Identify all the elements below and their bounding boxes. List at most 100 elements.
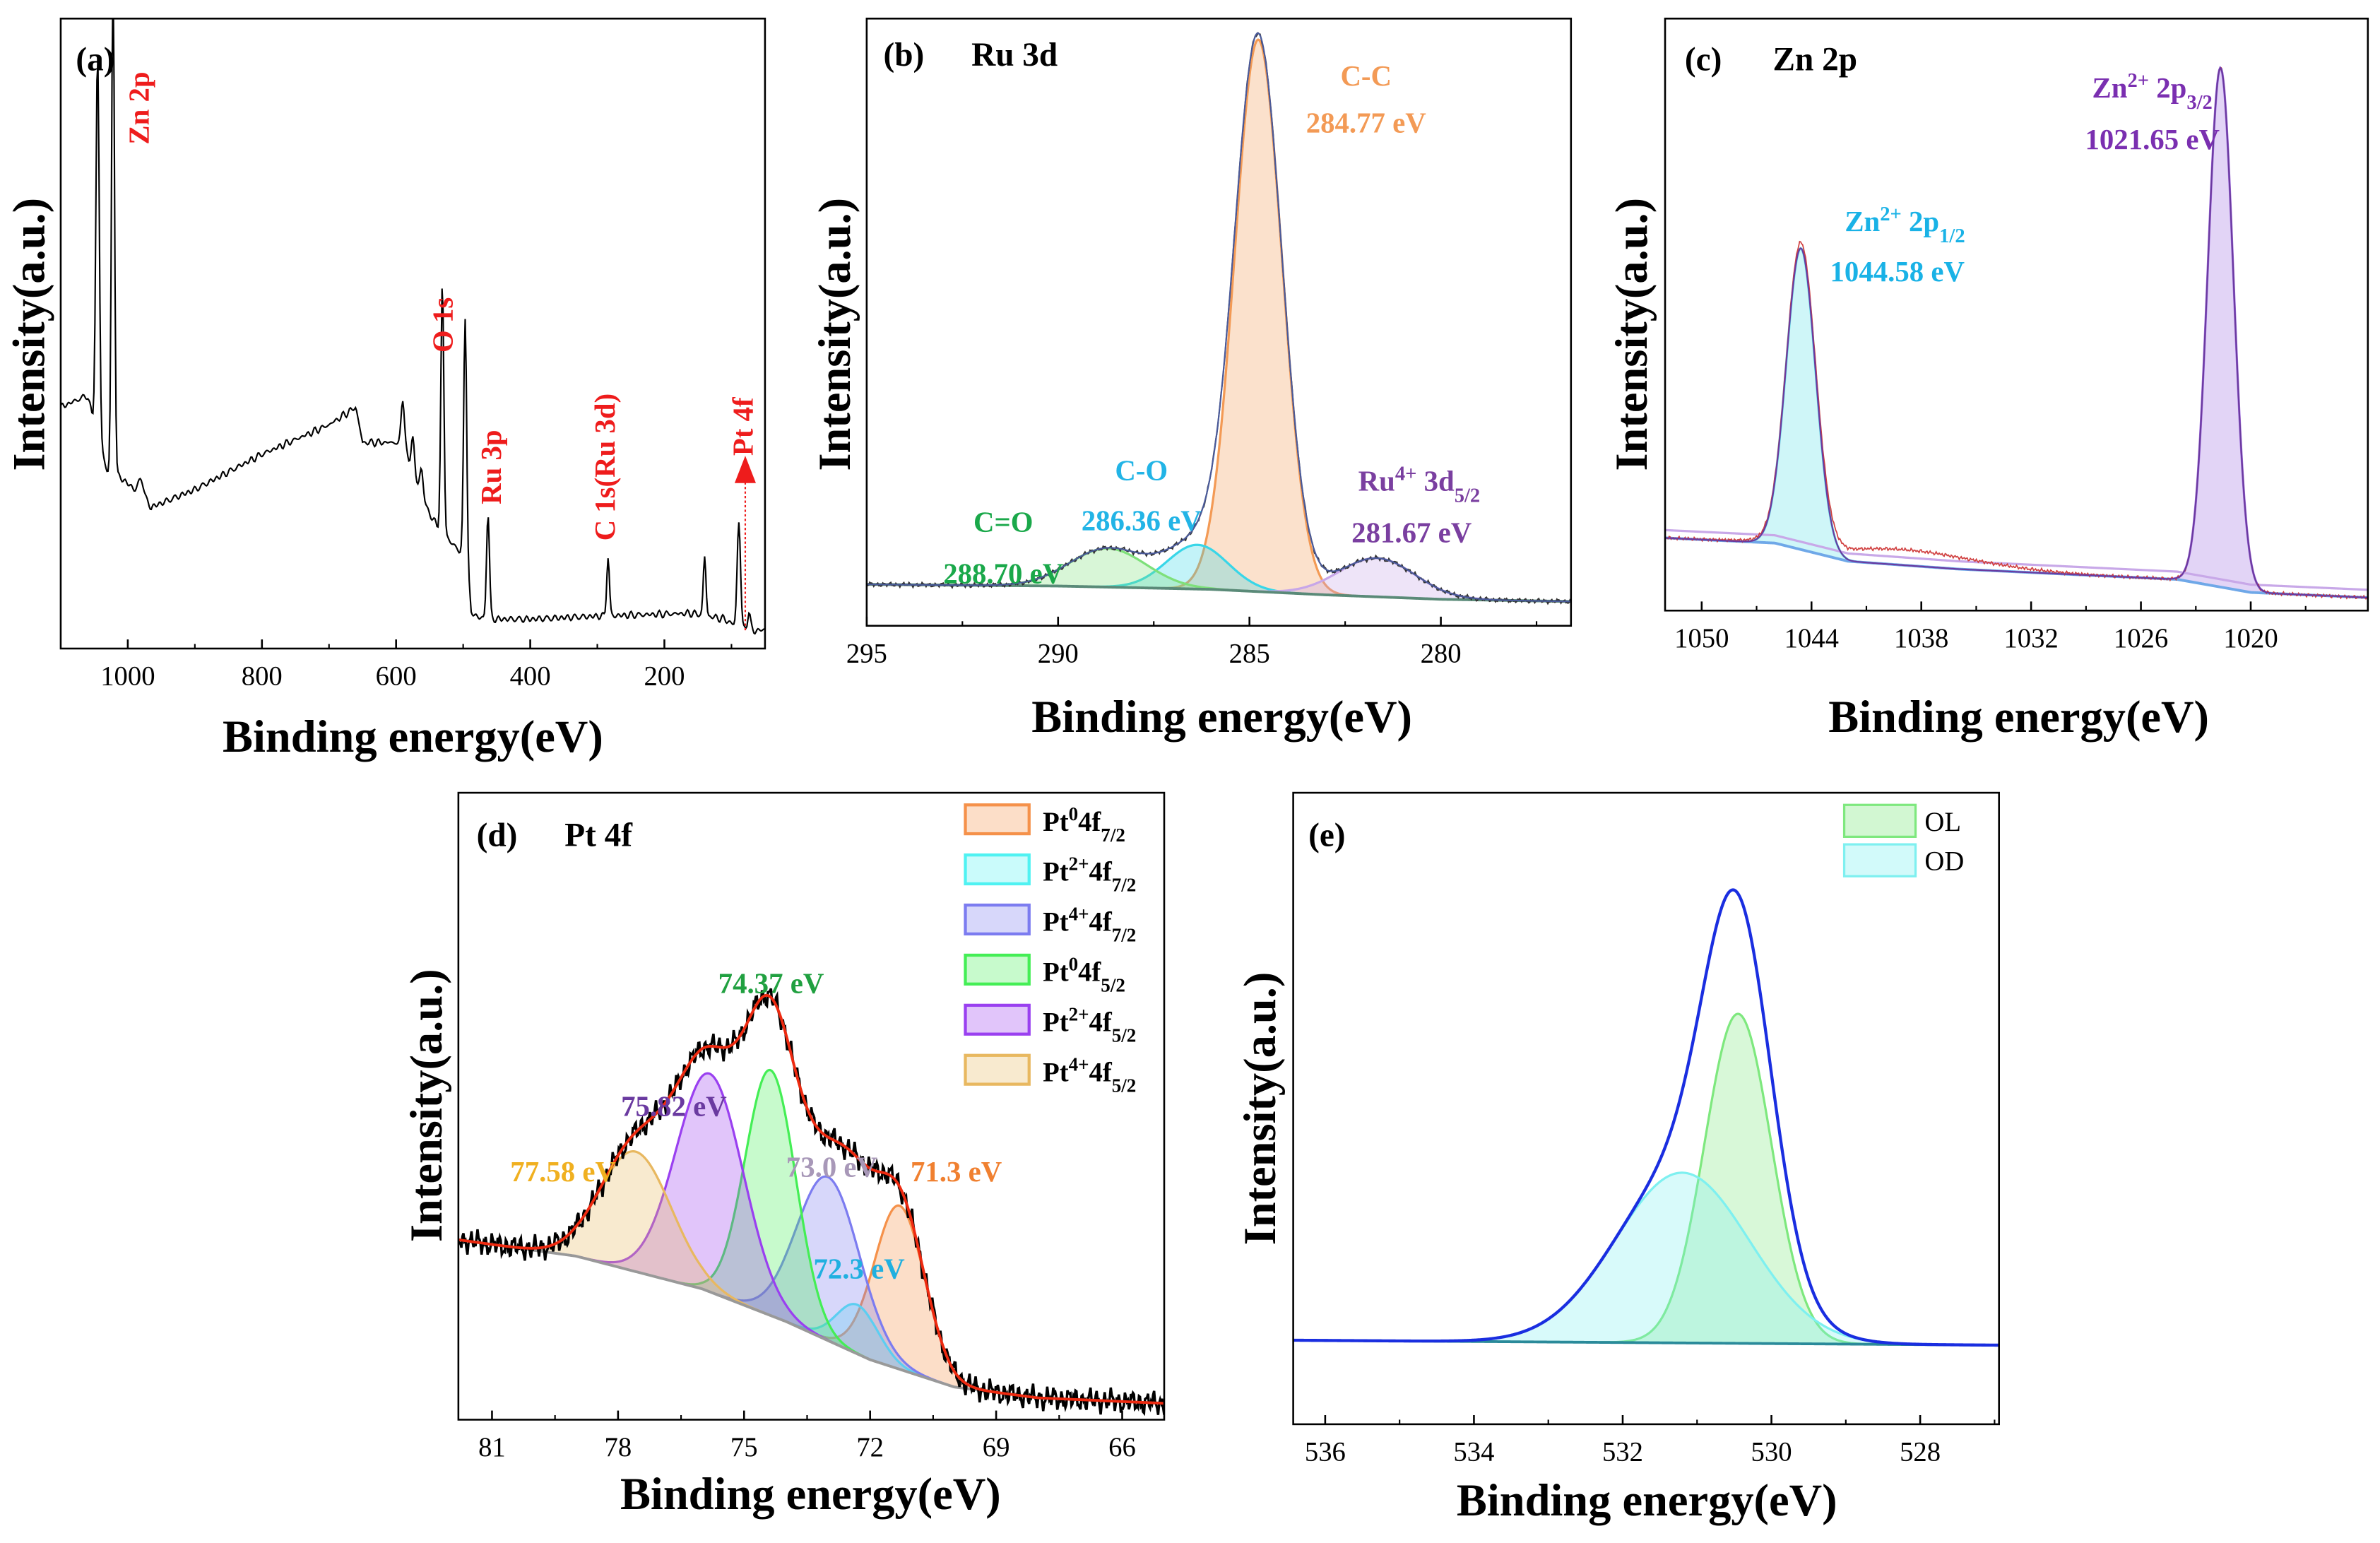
x-axis-label: Binding energy(eV) [1457,1475,1837,1525]
x-tick-label: 280 [1421,639,1462,668]
label-part: 73.0 eV [786,1152,878,1183]
label-part: 72.3 eV [813,1253,905,1285]
label-part: Pt [1043,858,1069,887]
peak-annotation: Zn 2p [124,71,155,144]
label-part: 5/2 [1112,1024,1137,1046]
label-part: OD [1924,847,1964,877]
y-axis-label: Intensity(a.u.) [4,198,54,471]
label-part: O 1s [427,297,458,353]
x-axis-label: Binding energy(eV) [1828,692,2209,742]
label-part: Pt [1043,958,1069,988]
label-part: C-C [1340,60,1392,92]
panel-title: Zn 2p [1773,41,1858,78]
label-part: 75.82 eV [621,1091,727,1123]
peak-fill-OL [1571,1014,1905,1345]
peak-annotation: Zn2+ 2p1/2 [1845,203,1965,247]
panel-d-pt4f: (d) Pt 4f Binding energy(eV) Intensity(a… [401,791,1166,1519]
label-part: 3/2 [2186,92,2213,114]
label-part: 284.77 eV [1306,107,1427,138]
label-part: 0 [1069,803,1079,824]
label-part: 4+ [1069,904,1089,925]
label-part: 2p [1902,206,1939,237]
x-tick-label: 1050 [1674,624,1729,654]
label-part: 5/2 [1112,1075,1137,1096]
x-axis-label: Binding energy(eV) [620,1469,1001,1519]
peak-annotation: 288.70 eV [943,558,1064,590]
legend-swatch [1842,803,1917,839]
legend-swatch [964,803,1031,836]
legend-item-label: Pt4+4f7/2 [1043,904,1136,946]
plot-area [1665,66,2368,601]
label-part: Pt [1043,808,1069,837]
peak-fill-Pt4-4f7-2 [671,1176,985,1391]
peak-annotation: C-C [1340,60,1392,92]
label-part: 1044.58 eV [1830,256,1965,288]
legend-item-label: Pt04f7/2 [1043,803,1125,846]
label-part: Ru 3p [475,430,507,504]
background-line [1665,536,2368,599]
label-part: Zn [2092,72,2128,104]
peak-annotation: O 1s [427,297,458,353]
label-part: C 1s(Ru 3d) [589,394,621,541]
label-part: 7/2 [1101,824,1125,846]
panel-label: (e) [1308,817,1345,853]
peak-fill-C-O [917,548,1298,594]
peak-fill-Pt2-4f5-2 [542,1073,877,1362]
label-part: 77.58 eV [510,1156,616,1188]
x-tick-label: 1000 [100,662,155,692]
peak-fill-Ru4-3d5-2 [1185,558,1568,602]
label-part: 4+ [1395,463,1417,485]
peak-fill-Pt0-4f5-2 [644,1070,896,1368]
y-axis-label: Intensity(a.u.) [401,969,451,1242]
panel-a-survey: (a) Binding energy(eV) Intensity(a.u.) 1… [4,18,766,762]
legend-item-label: Pt2+4f5/2 [1043,1003,1136,1046]
panel-label: (a) [76,41,114,78]
label-part: 0 [1069,954,1079,975]
peak-annotation: 71.3 eV [911,1156,1002,1188]
y-axis-label: Intensity(a.u.) [1235,972,1285,1246]
raw-data-line [458,988,1164,1417]
panel-e-o1s: (e) Binding energy(eV) Intensity(a.u.) 5… [1235,791,2000,1525]
label-part: 3d [1416,466,1455,497]
plot-area [866,31,1571,605]
peak-annotation: 281.67 eV [1351,517,1472,549]
label-part: OL [1924,808,1961,837]
peak-annotation: C=O [973,507,1033,538]
label-part: C-O [1115,454,1168,486]
peak-fill-C-C [1140,40,1377,597]
plot-frame [865,18,1573,627]
plot-area [458,988,1164,1417]
label-part: 5/2 [1455,485,1481,507]
panel-title: Ru 3d [971,37,1058,73]
label-part: 4f [1089,1007,1113,1037]
x-tick-label: 75 [730,1433,758,1462]
peak-annotation: 74.37 eV [718,968,824,1000]
x-axis-label: Binding energy(eV) [223,711,603,762]
x-tick-label: 536 [1305,1437,1346,1467]
x-tick-label: 800 [242,662,283,692]
plot-frame [59,18,766,650]
panel-b-ru3d: (b) Ru 3d Binding energy(eV) Intensity(a… [810,18,1573,742]
panel-label: (b) [883,37,924,73]
x-tick-label: 66 [1108,1433,1136,1462]
x-tick-label: 532 [1602,1437,1643,1467]
envelope-line [1665,66,2368,598]
peak-fill-Pt0-4f7-2 [774,1205,1026,1397]
label-part: 71.3 eV [911,1156,1002,1188]
peak-annotation: 284.77 eV [1306,107,1427,138]
peak-annotation: 72.3 eV [813,1253,905,1285]
label-part: 4f [1078,958,1101,988]
label-part: 4f [1089,908,1113,938]
label-part: 2+ [1880,203,1902,225]
x-tick-label: 69 [983,1433,1010,1462]
label-part: 281.67 eV [1351,517,1472,549]
legend-swatch [964,953,1031,986]
peak-annotation: 77.58 eV [510,1156,616,1188]
x-axis-label: Binding energy(eV) [1031,692,1412,742]
x-tick-label: 290 [1038,639,1079,668]
background-line-2 [1665,528,2368,591]
legend-swatch [964,853,1031,886]
label-part: Pt [1043,908,1069,938]
legend-item-label: OD [1924,847,1964,877]
